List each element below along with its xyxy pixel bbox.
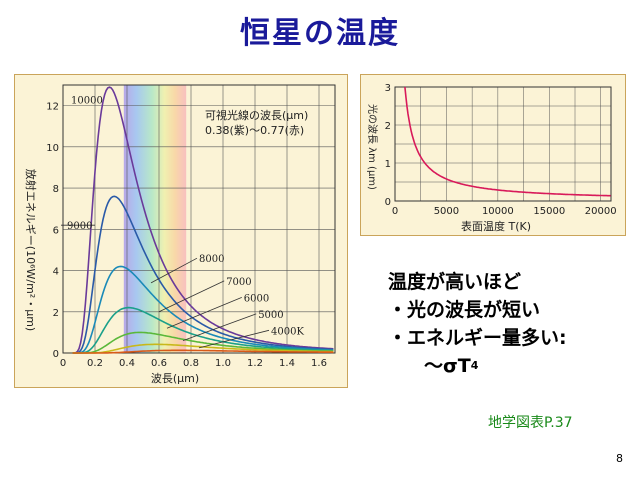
main-y-tick-label: 0: [53, 349, 59, 360]
side-y-tick-label: 2: [385, 121, 391, 132]
main-y-tick-label: 6: [53, 225, 59, 236]
side-x-tick-label: 0: [392, 206, 398, 217]
curve-label-5000: 5000: [258, 310, 283, 321]
main-plot-frame: [62, 84, 336, 354]
summary-formula: ～σT4: [388, 352, 567, 380]
radiation-chart-panel: 0 0.2 0.4 0.6 0.8 1.0 1.2 1.4 1.6 0 2 4 6 8 10 12 10000…: [14, 74, 348, 388]
side-plot-frame: [394, 86, 612, 202]
wavelength-chart-panel: 0 5000 10000 15000 20000 0 1 2 3 表面温度 T(K) 光の波長 …: [360, 74, 626, 236]
visible-range-annotation-1: 可視光線の波長(μm): [205, 108, 308, 122]
summary-line-1: 温度が高いほど: [388, 271, 522, 293]
summary-line-2: ・光の波長が短い: [388, 299, 541, 321]
curve-label-leader: [158, 280, 225, 313]
main-x-tick-label: 0.4: [119, 358, 135, 369]
curve-6000: [72, 331, 334, 354]
main-y-tick-label: 4: [53, 267, 59, 278]
main-y-tick-label: 12: [46, 102, 59, 113]
formula-exponent: 4: [470, 359, 479, 372]
side-y-tick-label: 3: [385, 83, 391, 94]
main-x-tick-label: 1.4: [279, 358, 295, 369]
curve-label-6000: 6000: [244, 293, 269, 304]
curve-8000: [72, 265, 334, 354]
side-x-tick-label: 20000: [585, 206, 617, 217]
main-y-tick-label: 8: [53, 184, 59, 195]
curve-label-10000: 10000: [71, 95, 103, 106]
main-x-tick-label: 0.8: [183, 358, 199, 369]
side-x-axis-label: 表面温度 T(K): [461, 219, 531, 233]
main-x-tick-label: 1.2: [247, 358, 263, 369]
main-x-tick-label: 1.6: [311, 358, 327, 369]
side-y-axis-label: 光の波長 λm (μm): [366, 104, 379, 190]
main-y-tick-label: 10: [46, 143, 59, 154]
wavelength-chart: 0 5000 10000 15000 20000 0 1 2 3 表面温度 T(K) 光の波長 …: [366, 83, 617, 233]
visible-range-annotation-2: 0.38(紫)～0.77(赤): [205, 124, 304, 137]
side-y-tick-label: 1: [385, 159, 391, 170]
source-reference: 地学図表P.37: [488, 415, 573, 431]
curve-label-leader: [198, 329, 270, 349]
curve-label-7000: 7000: [226, 277, 251, 288]
curve-7000: [72, 306, 334, 354]
curve-10000: [72, 86, 334, 354]
curve-label-8000: 8000: [199, 254, 224, 265]
summary-line-3: ・エネルギー量多い:: [388, 327, 567, 349]
radiation-chart: 0 0.2 0.4 0.6 0.8 1.0 1.2 1.4 1.6 0 2 4 6 8 10 12 10000…: [24, 84, 336, 385]
curve-label-9000: 9000: [67, 221, 92, 232]
page-title: 恒星の温度: [240, 16, 400, 51]
summary-text: 温度が高いほど ・光の波長が短い ・エネルギー量多い: ～σT4: [388, 268, 567, 380]
main-y-tick-label: 2: [53, 308, 59, 319]
main-x-tick-label: 0: [60, 358, 66, 369]
page-number: 8: [616, 452, 623, 465]
visible-light-band: [123, 85, 187, 353]
side-x-tick-label: 10000: [482, 206, 514, 217]
formula-text: ～σT: [424, 355, 471, 377]
curve-4000k: [72, 349, 334, 354]
curve-label-leader: [166, 296, 242, 329]
wien-curve: [404, 86, 611, 197]
side-y-tick-label: 0: [385, 197, 391, 208]
main-x-axis-label: 波長(μm): [151, 372, 199, 385]
side-x-tick-label: 15000: [533, 206, 565, 217]
main-y-axis-label: 放射エネルギー(10⁶W/m²・μm): [24, 169, 38, 331]
curve-label-leader: [182, 313, 257, 342]
side-x-tick-label: 5000: [434, 206, 459, 217]
curve-label-4000k: 4000K: [271, 326, 304, 337]
main-x-tick-label: 0.6: [151, 358, 167, 369]
curve-9000: [72, 195, 334, 354]
main-x-tick-label: 1.0: [215, 358, 231, 369]
main-x-tick-label: 0.2: [87, 358, 103, 369]
curve-label-leader: [150, 257, 198, 284]
